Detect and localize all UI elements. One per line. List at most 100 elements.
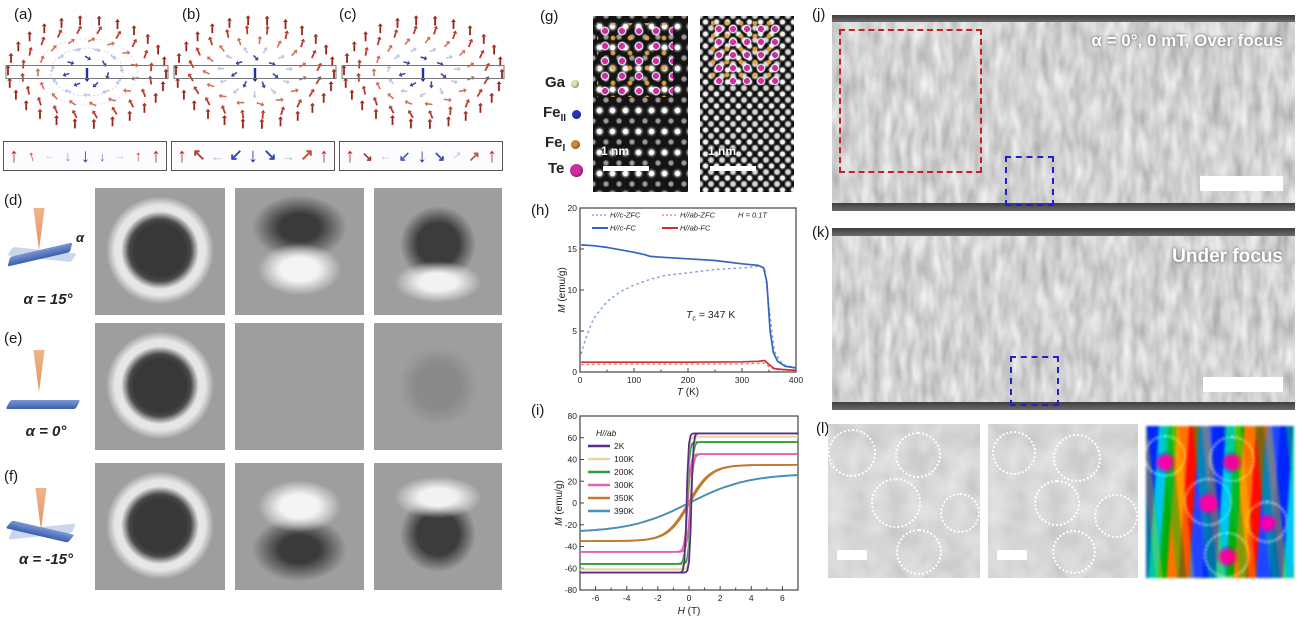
- spin-arrow: [278, 116, 283, 127]
- spin-arrow: [217, 66, 225, 71]
- svg-text:-80: -80: [565, 585, 578, 595]
- spin-arrow: [25, 85, 31, 95]
- spin-arrow: ↑: [177, 145, 187, 167]
- spin-arrow: [222, 115, 227, 125]
- spin-arrow: [321, 92, 327, 103]
- spin-arrow: [5, 65, 11, 76]
- spin-arrow: [175, 77, 181, 88]
- spin-arrow: [428, 110, 434, 119]
- spin-arrow: [363, 31, 369, 42]
- svg-text:10: 10: [568, 285, 578, 295]
- spin-arrow: [115, 19, 120, 29]
- svg-text:-4: -4: [623, 593, 631, 603]
- spin-arrow: [102, 89, 110, 94]
- spin-arrow: [91, 118, 97, 129]
- svg-text:M (emu/g): M (emu/g): [557, 267, 568, 313]
- atom-label: FeII: [543, 104, 567, 124]
- spin-arrow: [240, 118, 246, 129]
- magnetization-phase-map: [1146, 426, 1294, 578]
- svg-text:2K: 2K: [614, 441, 625, 451]
- skyrmion-zoom-underfocus: [988, 424, 1138, 578]
- spin-arrow: [464, 99, 470, 108]
- skyrmion-zoom-overfocus: [828, 424, 980, 578]
- atom-color-dot: [572, 109, 582, 119]
- spin-arrow: [122, 50, 131, 56]
- dotted-circle-annotation: [896, 528, 943, 575]
- spin-arrow: ↑: [26, 146, 38, 166]
- svg-text:6: 6: [780, 593, 785, 603]
- svg-text:M (emu/g): M (emu/g): [554, 480, 565, 526]
- spin-arrow: ↓: [64, 148, 72, 164]
- spin-arrow: [377, 23, 383, 34]
- dotted-circle-annotation: [828, 429, 877, 478]
- spin-arrow: ↗: [452, 149, 462, 162]
- spin-arrow: [376, 36, 382, 46]
- spin-arrow: [131, 25, 137, 36]
- spin-arrow: [311, 49, 317, 59]
- spin-arrow: [408, 118, 414, 129]
- spin-arrow: [236, 37, 242, 46]
- spin-arrow: [395, 17, 400, 28]
- svg-text:20: 20: [568, 476, 578, 486]
- ltem-experiment-underfocus: Under focus: [832, 228, 1295, 410]
- center-spin-arrow: [252, 68, 258, 82]
- svg-text:400: 400: [789, 375, 803, 385]
- spin-arrow: [276, 40, 282, 48]
- spin-arrow: [496, 81, 502, 92]
- spin-arrow: [481, 33, 487, 44]
- spin-arrow: ←: [379, 149, 392, 163]
- spin-arrow: ↖: [192, 147, 206, 164]
- spin-texture-neel: [173, 15, 337, 129]
- spin-arrow: [235, 60, 243, 66]
- atom-legend-te: Te: [548, 160, 584, 180]
- spin-arrow: [412, 25, 418, 35]
- spin-texture-bloch: [5, 15, 169, 129]
- scalebar: [603, 166, 649, 171]
- spin-arrow: [191, 100, 197, 111]
- spin-arrow: [96, 15, 102, 26]
- spin-arrow: [155, 44, 161, 55]
- spin-arrow: [128, 99, 135, 108]
- ltem-cell: [95, 463, 225, 590]
- atom-color-dot: [571, 139, 581, 149]
- spin-arrow: [308, 88, 315, 98]
- spin-arrow: [451, 19, 456, 29]
- spin-arrow: [76, 25, 82, 35]
- svg-text:-60: -60: [565, 563, 578, 573]
- tilt-caption-f: α = -15°: [18, 551, 74, 568]
- spin-arrow: [161, 56, 167, 67]
- spin-arrow: ↑: [319, 145, 329, 167]
- spin-arrow: [491, 44, 497, 55]
- spin-arrow: [145, 33, 151, 44]
- spin-arrow: [195, 47, 201, 56]
- spin-arrow: [92, 110, 98, 119]
- svg-text:200: 200: [681, 375, 695, 385]
- spin-arrow: [476, 88, 483, 98]
- spin-arrow: [219, 79, 227, 84]
- spin-arrow: [233, 88, 239, 94]
- spin-arrow: [282, 79, 290, 85]
- spin-arrow: [176, 52, 182, 63]
- ltem-cell: [235, 188, 364, 315]
- spin-arrow: [439, 87, 444, 95]
- svg-text:H//ab-FC: H//ab-FC: [680, 224, 711, 233]
- atom-legend-ga: Ga: [545, 74, 580, 94]
- spin-arrow: [386, 65, 392, 73]
- panel-label-j: (j): [812, 6, 826, 23]
- spin-arrow: [419, 92, 426, 98]
- spin-arrow: [388, 105, 395, 114]
- atom-label: Ga: [545, 74, 566, 91]
- ltem-caption-overfocus: α = 0°, 0 mT, Over focus: [1091, 31, 1283, 50]
- svg-text:390K: 390K: [614, 506, 634, 516]
- dotted-circle-annotation: [1146, 435, 1187, 478]
- spin-arrow: [260, 109, 266, 119]
- spin-arrow: ↘: [433, 148, 446, 164]
- spin-arrow: [328, 81, 334, 92]
- spin-arrow: [428, 81, 434, 89]
- spin-arrow: [72, 118, 78, 129]
- spin-arrow: [424, 36, 431, 44]
- spin-arrow: [285, 66, 293, 72]
- spin-arrow: ↑: [151, 145, 161, 167]
- spin-arrow: [275, 97, 284, 103]
- scalebar-label: 1 nm: [708, 144, 737, 158]
